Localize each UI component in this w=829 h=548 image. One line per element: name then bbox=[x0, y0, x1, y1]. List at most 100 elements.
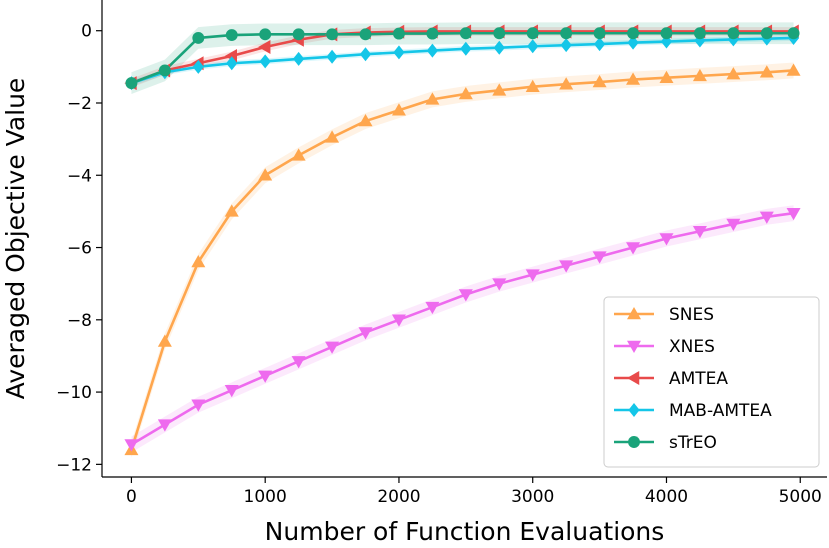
y-tick-label: −10 bbox=[56, 383, 92, 403]
point-snes-4 bbox=[258, 168, 273, 181]
point-mab-amtea-12 bbox=[527, 39, 539, 54]
point-xnes-0 bbox=[124, 439, 139, 452]
point-streo-1 bbox=[158, 64, 171, 77]
point-xnes-13 bbox=[559, 260, 574, 273]
band-snes bbox=[131, 62, 794, 458]
point-xnes-2 bbox=[191, 399, 206, 412]
point-streo-18 bbox=[727, 27, 740, 40]
point-xnes-14 bbox=[592, 251, 607, 264]
point-streo-2 bbox=[192, 31, 205, 44]
point-streo-6 bbox=[326, 28, 339, 41]
axes bbox=[96, 0, 827, 483]
legend-entry-snes-marker bbox=[627, 307, 641, 320]
point-snes-17 bbox=[692, 68, 707, 82]
point-xnes-11 bbox=[492, 278, 507, 291]
point-xnes-3 bbox=[224, 385, 239, 398]
legend-entry-streo-marker bbox=[628, 436, 640, 448]
legend-box bbox=[603, 296, 820, 468]
band-xnes bbox=[131, 205, 794, 453]
point-mab-amtea-3 bbox=[226, 56, 238, 71]
point-mab-amtea-15 bbox=[627, 35, 639, 50]
y-tick-label: −4 bbox=[67, 166, 92, 186]
point-mab-amtea-10 bbox=[460, 41, 472, 56]
point-streo-20 bbox=[787, 27, 800, 40]
point-snes-15 bbox=[626, 72, 641, 85]
point-snes-12 bbox=[525, 79, 540, 92]
point-streo-3 bbox=[225, 29, 238, 42]
legend-entry-xnes-marker bbox=[627, 340, 641, 353]
point-snes-10 bbox=[458, 86, 473, 100]
point-streo-10 bbox=[459, 27, 472, 40]
point-streo-19 bbox=[760, 27, 773, 40]
point-snes-8 bbox=[391, 103, 406, 116]
point-snes-5 bbox=[291, 148, 306, 161]
point-xnes-10 bbox=[458, 289, 473, 302]
point-streo-9 bbox=[426, 27, 439, 40]
x-tick-label: 3000 bbox=[511, 487, 554, 507]
point-xnes-9 bbox=[425, 301, 440, 315]
point-streo-7 bbox=[359, 28, 372, 41]
point-xnes-16 bbox=[659, 233, 674, 246]
point-xnes-12 bbox=[525, 269, 540, 282]
point-xnes-17 bbox=[692, 226, 707, 239]
legend: SNES XNES AMTEA MAB-AMTEA sTrEO bbox=[603, 296, 820, 468]
point-streo-5 bbox=[292, 28, 305, 41]
point-streo-15 bbox=[627, 27, 639, 40]
point-streo-0 bbox=[125, 77, 138, 90]
x-tick-label: 0 bbox=[126, 487, 137, 507]
point-snes-6 bbox=[325, 130, 340, 143]
point-xnes-5 bbox=[291, 356, 306, 369]
point-snes-9 bbox=[425, 92, 440, 105]
y-tick-label: −6 bbox=[67, 239, 92, 259]
point-snes-3 bbox=[224, 204, 239, 217]
point-snes-13 bbox=[559, 77, 574, 90]
point-xnes-4 bbox=[258, 370, 273, 383]
point-streo-16 bbox=[660, 27, 673, 40]
x-tick-label: 4000 bbox=[645, 487, 688, 507]
point-mab-amtea-14 bbox=[594, 37, 606, 52]
y-tick-label: −12 bbox=[56, 455, 92, 475]
point-snes-14 bbox=[592, 75, 607, 88]
y-tick-label: 0 bbox=[81, 22, 92, 42]
x-tick-label: 1000 bbox=[244, 487, 287, 507]
point-xnes-7 bbox=[358, 327, 373, 340]
point-streo-4 bbox=[259, 28, 272, 41]
series-markers bbox=[124, 24, 801, 456]
point-snes-7 bbox=[358, 114, 373, 127]
point-mab-amtea-8 bbox=[393, 45, 405, 60]
point-mab-amtea-5 bbox=[293, 51, 305, 66]
y-axis-label: Averaged Objective Value bbox=[1, 78, 30, 400]
legend-entry-streo-label: sTrEO bbox=[669, 433, 717, 453]
point-mab-amtea-7 bbox=[359, 47, 372, 62]
y-tick-label: −2 bbox=[67, 94, 92, 114]
point-snes-18 bbox=[726, 67, 741, 80]
point-streo-12 bbox=[526, 27, 539, 40]
x-tick-label: 2000 bbox=[377, 487, 420, 507]
legend-entry-mab-amtea-marker bbox=[628, 403, 640, 417]
point-xnes-6 bbox=[325, 341, 340, 354]
point-xnes-1 bbox=[157, 419, 172, 432]
legend-entry-amtea-marker bbox=[627, 371, 640, 385]
point-mab-amtea-4 bbox=[259, 54, 271, 69]
tick-labels: 0 1000 2000 3000 4000 5000 0 −2 −4 −6 −8 −10 −12 bbox=[56, 22, 822, 507]
point-snes-1 bbox=[157, 334, 172, 347]
point-mab-amtea-9 bbox=[426, 43, 438, 58]
point-amtea-4 bbox=[258, 39, 271, 54]
point-mab-amtea-13 bbox=[560, 38, 572, 53]
point-streo-14 bbox=[593, 27, 606, 40]
point-mab-amtea-2 bbox=[192, 59, 204, 74]
point-xnes-19 bbox=[759, 211, 774, 224]
legend-entry-mab-amtea-label: MAB-AMTEA bbox=[669, 401, 772, 421]
point-snes-20 bbox=[786, 63, 801, 76]
point-snes-16 bbox=[659, 70, 674, 83]
legend-entry-xnes-label: XNES bbox=[669, 337, 715, 357]
point-streo-13 bbox=[560, 27, 573, 40]
point-xnes-20 bbox=[786, 207, 801, 221]
point-snes-11 bbox=[492, 83, 507, 96]
point-mab-amtea-6 bbox=[326, 49, 338, 64]
point-xnes-15 bbox=[626, 242, 641, 255]
point-xnes-18 bbox=[726, 218, 741, 232]
x-axis-label: Number of Function Evaluations bbox=[265, 517, 665, 546]
point-xnes-8 bbox=[391, 314, 406, 327]
